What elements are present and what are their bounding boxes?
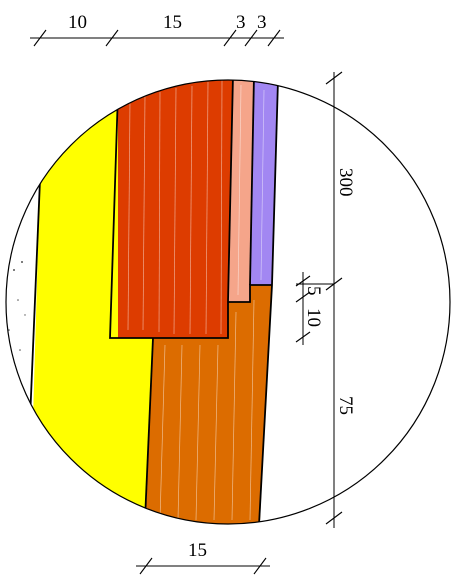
orange-left-edge [144, 337, 154, 521]
red-left-edge [109, 91, 229, 339]
yellow-left-edge [29, 179, 41, 421]
right-dimension: 300 75 [325, 71, 356, 528]
salmon-grain [237, 84, 242, 296]
inner-dim-label-2: 10 [303, 308, 324, 327]
red-grain [127, 80, 223, 335]
orange-grain [159, 299, 255, 521]
violet-layer [250, 80, 278, 285]
detail-circle [5, 79, 451, 525]
step-edge [228, 284, 272, 303]
concrete-speckles [8, 261, 26, 351]
top-dim-label-3: 3 [236, 12, 246, 33]
right-dim-label-4: 75 [335, 396, 356, 415]
layers-group [8, 80, 279, 524]
layer-edges [29, 80, 279, 524]
salmon-right-edge [249, 80, 255, 286]
violet-grain [260, 89, 265, 281]
inner-dimension: 5 10 [295, 272, 334, 345]
salmon-left-edge [227, 80, 234, 303]
top-dimension: 10 15 3 3 [30, 12, 284, 47]
top-dim-label-2: 15 [163, 12, 182, 33]
top-dim-label-1: 10 [68, 12, 87, 33]
red-layer [118, 80, 233, 338]
bottom-dim-label-1: 15 [188, 540, 207, 561]
inner-dim-label-1: 5 [303, 286, 324, 296]
yellow-layer [30, 92, 153, 520]
salmon-layer [228, 80, 254, 302]
right-dim-label-1: 300 [335, 168, 356, 197]
bottom-dimension: 15 [136, 540, 270, 575]
top-dim-label-4: 3 [257, 12, 267, 33]
orange-layer [145, 285, 272, 524]
